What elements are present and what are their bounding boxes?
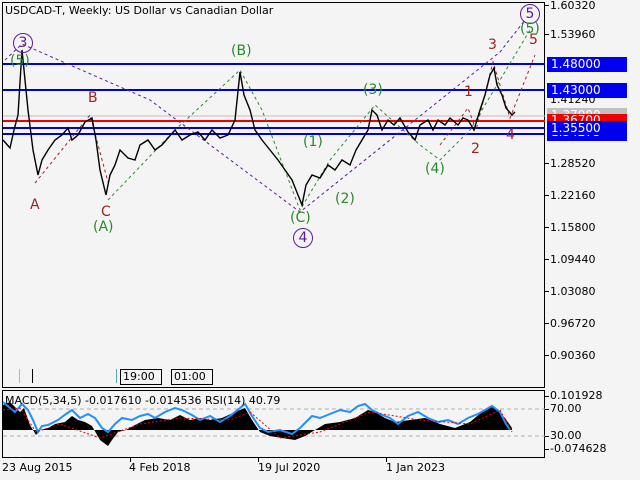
price-tag-gray: 1.37900 [547, 108, 627, 118]
axis-tick [545, 227, 549, 228]
wave-label-c: C [101, 204, 111, 220]
wave-label-paren-c: (C) [290, 210, 311, 226]
price-axis-label: 1.09440 [550, 253, 596, 266]
indicator-axis-label: -0.074628 [550, 442, 607, 455]
wave-label-paren-a: (A) [93, 219, 114, 235]
wave-label-paren-5-left: (5) [10, 53, 30, 69]
date-axis-label: 1 Jan 2023 [386, 461, 445, 474]
wave-label-paren-2: (2) [335, 191, 355, 207]
axis-tick [545, 291, 549, 292]
price-axis-label: 0.96720 [550, 317, 596, 330]
price-axis-label: 1.03080 [550, 285, 596, 298]
price-axis-label: 1.22160 [550, 189, 596, 202]
date-axis-label: 4 Feb 2018 [129, 461, 191, 474]
date-tick [386, 458, 387, 462]
axis-tick [545, 259, 549, 260]
price-tag-1-48000: 1.48000 [547, 57, 627, 72]
main-chart-frame[interactable] [2, 2, 545, 388]
date-tick [258, 458, 259, 462]
period-separator [32, 369, 33, 383]
period-separator [19, 369, 20, 383]
wave-label-paren-4: (4) [425, 161, 445, 177]
price-tag-1-36700: 1.36700 [547, 114, 627, 123]
wave-label-5: 5 [529, 32, 538, 48]
chart-title: USDCAD-T, Weekly: US Dollar vs Canadian … [5, 4, 274, 17]
wave-label-paren-3: (3) [363, 82, 383, 98]
indicator-axis-label: 0.101928 [550, 389, 603, 402]
wave-label-a: A [30, 197, 40, 213]
period-separator [116, 369, 117, 383]
axis-tick [545, 5, 549, 6]
price-axis-label: 1.60320 [550, 0, 596, 12]
time-marker-01-00[interactable]: 01:00 [171, 369, 213, 385]
indicator-frame[interactable] [2, 390, 545, 458]
wave-label-paren-1: (1) [303, 134, 323, 150]
price-tag-1-43000: 1.43000 [547, 83, 627, 98]
price-axis-label: 1.15800 [550, 221, 596, 234]
date-axis-label: 23 Aug 2015 [2, 461, 73, 474]
wave-label-circled-3: 3 [13, 33, 33, 53]
wave-label-3: 3 [488, 37, 497, 53]
axis-tick [545, 323, 549, 324]
axis-tick [545, 449, 549, 450]
wave-label-b: B [88, 90, 98, 106]
wave-label-1: 1 [464, 84, 473, 100]
time-marker-19-00[interactable]: 19:00 [120, 369, 162, 385]
axis-tick [545, 163, 549, 164]
axis-tick [545, 34, 549, 35]
axis-tick [545, 436, 549, 437]
wave-label-paren-5-right: (5) [520, 21, 540, 37]
price-tag-1-35500: 1.35500 [547, 121, 627, 135]
axis-tick [545, 195, 549, 196]
axis-tick [545, 396, 549, 397]
axis-tick [545, 355, 549, 356]
wave-label-4: 4 [506, 127, 515, 143]
indicator-title: MACD(5,34,5) -0.017610 -0.014536 RSI(14)… [5, 394, 281, 407]
wave-label-paren-b: (B) [231, 43, 252, 59]
indicator-axis-label: 30.00 [550, 429, 582, 442]
price-axis-label: 0.90360 [550, 349, 596, 362]
wave-label-circled-5: 5 [520, 4, 540, 24]
date-tick [130, 458, 131, 462]
price-axis-label: 1.28520 [550, 157, 596, 170]
date-axis-label: 19 Jul 2020 [258, 461, 321, 474]
indicator-axis-label: 70.00 [550, 402, 582, 415]
axis-tick [545, 409, 549, 410]
wave-label-2: 2 [471, 141, 480, 157]
price-axis-label: 1.53960 [550, 28, 596, 41]
wave-label-circled-4: 4 [293, 228, 313, 248]
